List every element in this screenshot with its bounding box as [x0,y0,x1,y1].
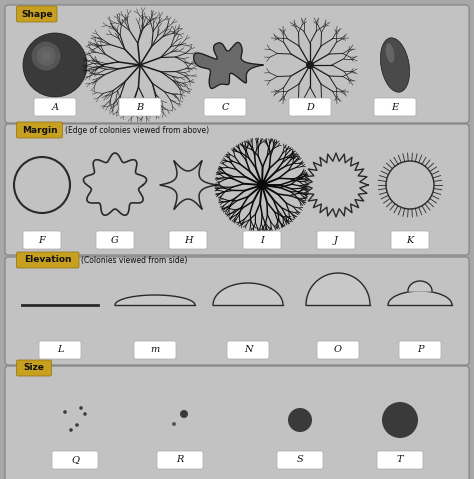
Text: G: G [111,236,119,244]
FancyBboxPatch shape [377,451,423,469]
Text: Margin: Margin [22,125,57,135]
Text: S: S [297,456,303,465]
Text: J: J [334,236,338,244]
FancyBboxPatch shape [96,231,134,249]
Circle shape [288,408,312,432]
Text: m: m [150,345,160,354]
Text: Size: Size [24,364,45,373]
FancyBboxPatch shape [204,98,246,116]
FancyBboxPatch shape [243,231,281,249]
FancyBboxPatch shape [227,341,269,359]
Circle shape [83,412,87,416]
FancyBboxPatch shape [391,231,429,249]
FancyBboxPatch shape [5,5,469,123]
Text: Shape: Shape [21,10,53,19]
Circle shape [69,428,73,432]
Circle shape [36,46,55,66]
Text: H: H [184,236,192,244]
Polygon shape [408,281,432,291]
Text: R: R [176,456,184,465]
Text: N: N [244,345,252,354]
Polygon shape [115,295,195,305]
Circle shape [180,410,188,418]
Circle shape [23,33,87,97]
FancyBboxPatch shape [277,451,323,469]
FancyBboxPatch shape [17,122,63,138]
Text: F: F [38,236,46,244]
Circle shape [63,410,67,414]
FancyBboxPatch shape [5,366,469,479]
FancyBboxPatch shape [134,341,176,359]
Text: O: O [334,345,342,354]
Text: (Colonies viewed from side): (Colonies viewed from side) [82,255,188,264]
Text: D: D [306,103,314,112]
FancyBboxPatch shape [374,98,416,116]
Text: P: P [417,345,423,354]
Circle shape [41,51,51,61]
FancyBboxPatch shape [52,451,98,469]
FancyBboxPatch shape [34,98,76,116]
FancyBboxPatch shape [5,124,469,255]
Polygon shape [388,291,452,305]
Polygon shape [213,283,283,305]
Text: C: C [221,103,229,112]
FancyBboxPatch shape [17,360,52,376]
Text: I: I [260,236,264,244]
Circle shape [382,402,418,438]
Circle shape [32,42,61,70]
Text: Elevation: Elevation [24,255,72,264]
Text: K: K [406,236,414,244]
Circle shape [79,406,83,410]
Text: E: E [392,103,399,112]
Text: A: A [52,103,58,112]
Circle shape [257,180,267,190]
Text: B: B [137,103,144,112]
FancyBboxPatch shape [317,231,355,249]
Ellipse shape [386,43,394,63]
Circle shape [172,422,176,426]
Text: Q: Q [71,456,79,465]
FancyBboxPatch shape [399,341,441,359]
FancyBboxPatch shape [119,98,161,116]
FancyBboxPatch shape [317,341,359,359]
FancyBboxPatch shape [39,341,81,359]
FancyBboxPatch shape [289,98,331,116]
Ellipse shape [381,38,410,92]
FancyBboxPatch shape [169,231,207,249]
FancyBboxPatch shape [17,252,79,268]
Text: L: L [57,345,63,354]
Text: T: T [397,456,403,465]
FancyBboxPatch shape [157,451,203,469]
Polygon shape [194,43,263,89]
FancyBboxPatch shape [17,6,57,22]
Circle shape [306,61,314,69]
FancyBboxPatch shape [23,231,61,249]
FancyBboxPatch shape [5,257,469,365]
Text: (Edge of colonies viewed from above): (Edge of colonies viewed from above) [65,125,209,135]
Polygon shape [306,273,370,305]
Circle shape [75,423,79,427]
